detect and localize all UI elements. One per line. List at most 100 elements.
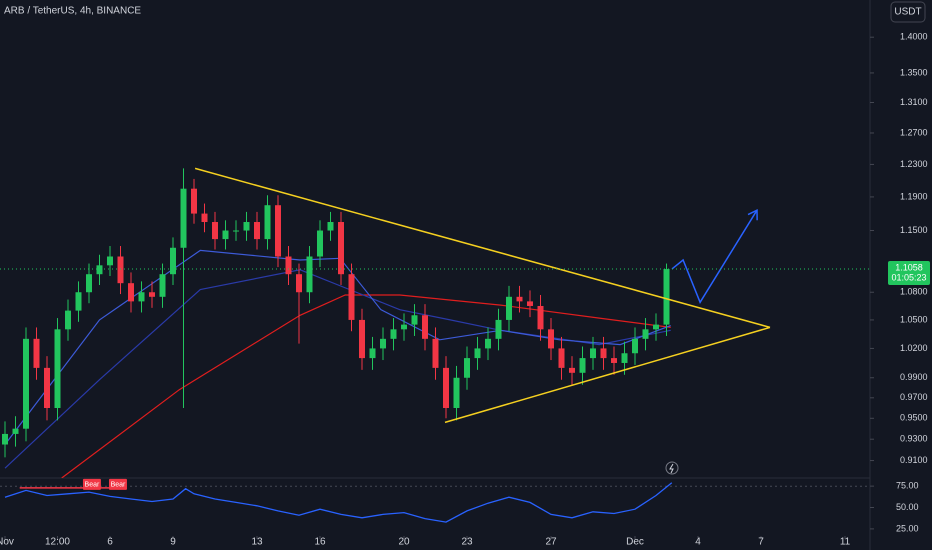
candle-body xyxy=(642,329,649,339)
candle-body xyxy=(96,265,103,275)
y-tick-label: 0.9500 xyxy=(900,413,928,423)
y-tick-label: 1.2300 xyxy=(900,159,928,169)
candle-body xyxy=(516,296,523,302)
candle-body xyxy=(264,205,271,240)
y-tick-label: 1.1900 xyxy=(900,191,928,201)
candle-body xyxy=(569,367,576,373)
candle-body xyxy=(33,338,40,368)
y-tick-label: 0.9300 xyxy=(900,434,928,444)
y-tick-label: 1.0800 xyxy=(900,287,928,297)
candle-body xyxy=(401,324,408,330)
candle-body xyxy=(127,283,134,302)
candle-body xyxy=(327,222,334,231)
last-price-label: 1.1058 xyxy=(895,262,923,272)
candle-body xyxy=(600,348,607,359)
currency[interactable]: USDT xyxy=(894,7,921,18)
y-tick-label: 1.0200 xyxy=(900,343,928,353)
y-tick-label: 1.0500 xyxy=(900,314,928,324)
candle-body xyxy=(653,324,660,330)
candle-body xyxy=(663,269,670,325)
bear-signal-box xyxy=(108,478,127,490)
candle-body xyxy=(579,358,586,373)
x-tick-label: 27 xyxy=(545,537,557,548)
chart-title: ARB / TetherUS, 4h, BINANCE xyxy=(4,6,141,17)
candle-body xyxy=(12,428,19,434)
bear-signal-label: Bear xyxy=(111,482,126,489)
rsi-tick-label: 25.00 xyxy=(896,523,919,533)
candle-body xyxy=(369,348,376,359)
y-tick-label: 1.3100 xyxy=(900,97,928,107)
y-tick-label: 1.4000 xyxy=(900,32,928,42)
y-tick-label: 1.2700 xyxy=(900,127,928,137)
candle-body xyxy=(632,338,639,354)
candle-body xyxy=(180,188,187,248)
candle-body xyxy=(117,256,124,284)
candle-body xyxy=(380,338,387,349)
candle-body xyxy=(432,338,439,368)
candle-body xyxy=(254,222,261,240)
x-tick-label: 20 xyxy=(398,537,410,548)
currency-box[interactable] xyxy=(890,1,926,23)
lightning-icon[interactable] xyxy=(665,461,679,475)
moving-average xyxy=(61,294,671,478)
y-tick-label: 1.3500 xyxy=(900,67,928,77)
candle-body xyxy=(558,348,565,368)
candle-body xyxy=(233,230,240,232)
last-price-box xyxy=(888,261,930,286)
x-tick-label: 6 xyxy=(107,537,113,548)
candle-body xyxy=(537,305,544,330)
x-tick-label: 16 xyxy=(314,537,326,548)
candle-body xyxy=(527,301,534,306)
rsi-tick-label: 50.00 xyxy=(896,502,919,512)
candle-body xyxy=(75,292,82,311)
candle-body xyxy=(348,274,355,320)
candle-body xyxy=(495,319,502,339)
candle-body xyxy=(170,247,177,275)
x-tick-label: Dec xyxy=(626,537,644,548)
candle-body xyxy=(548,329,555,349)
candle-body xyxy=(390,329,397,339)
countdown: 01:05:23 xyxy=(891,272,926,282)
y-tick-label: 0.9700 xyxy=(900,392,928,402)
candle-body xyxy=(621,353,628,363)
candle-body xyxy=(64,310,71,330)
rsi-line xyxy=(4,482,673,523)
x-tick-label: 23 xyxy=(461,537,473,548)
rsi-tick-label: 75.00 xyxy=(896,481,919,491)
candle-body xyxy=(191,188,198,214)
x-tick-label: Nov xyxy=(0,537,14,548)
candle-body xyxy=(296,274,303,293)
y-tick-label: 0.9100 xyxy=(900,455,928,465)
trendline xyxy=(444,326,771,424)
candle-body xyxy=(422,315,429,339)
candle-body xyxy=(306,256,313,293)
candle-body xyxy=(138,292,145,302)
candle-body xyxy=(22,338,29,429)
candle-body xyxy=(359,319,366,359)
candle-body xyxy=(443,367,450,408)
bear-signal-label: Bear xyxy=(85,482,100,489)
candle-body xyxy=(611,358,618,363)
moving-average xyxy=(4,249,671,445)
candle-body xyxy=(285,256,292,275)
x-tick-label: 9 xyxy=(170,537,176,548)
candle-body xyxy=(222,230,229,240)
bear-signal-box xyxy=(82,478,101,490)
candle-body xyxy=(506,296,513,320)
icon-bolt[interactable] xyxy=(669,463,674,474)
candle-body xyxy=(243,222,250,231)
candle-body xyxy=(85,274,92,293)
y-tick-label: 1.1500 xyxy=(900,225,928,235)
projection-arrow xyxy=(671,209,758,304)
candle-body xyxy=(159,274,166,297)
candle-body xyxy=(275,205,282,257)
x-tick-label: 13 xyxy=(251,537,263,548)
candle-body xyxy=(212,222,219,240)
candle-body xyxy=(590,348,597,359)
candle-body xyxy=(317,230,324,257)
icon-circle[interactable] xyxy=(665,461,679,475)
x-tick-label: 12:00 xyxy=(45,537,70,548)
x-tick-label: 4 xyxy=(695,537,701,548)
